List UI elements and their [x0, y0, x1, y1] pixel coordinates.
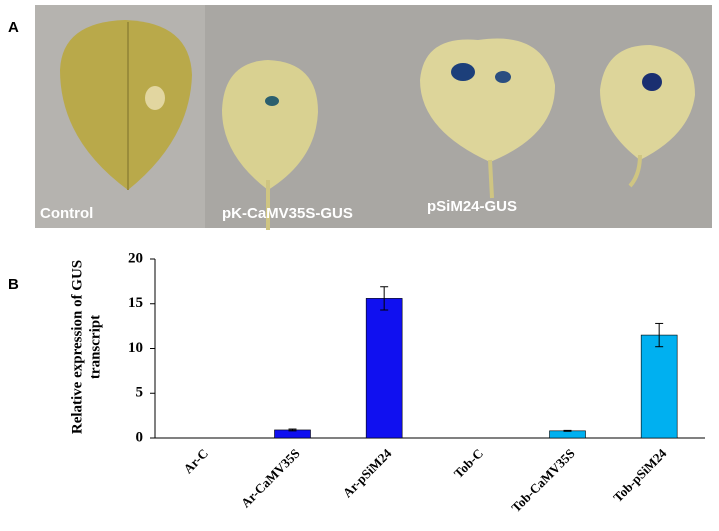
photo-label: pK-CaMV35S-GUS [222, 205, 353, 222]
y-tick-label: 5 [136, 385, 144, 401]
y-tick-label: 0 [136, 429, 144, 445]
x-tick-label: Ar-C [180, 446, 211, 477]
x-tick-label: Tob-CaMV35S [508, 446, 578, 516]
y-tick-label: 15 [128, 295, 143, 311]
x-tick-label: Ar-CaMV35S [238, 446, 303, 511]
bar [365, 298, 403, 439]
panel-label: B [8, 276, 19, 293]
bar [640, 334, 678, 439]
bar [549, 430, 586, 439]
y-tick-label: 20 [128, 250, 143, 266]
y-axis-label: transcript [87, 315, 103, 379]
y-tick-label: 10 [128, 340, 143, 356]
photo [35, 5, 712, 230]
y-axis-label: Relative expression of GUS [69, 260, 85, 434]
x-tick-label: Tob-pSiM24 [610, 445, 670, 505]
photo-label: pSiM24-GUS [427, 198, 517, 215]
panel-label: A [8, 19, 19, 36]
x-tick-label: Tob-C [451, 446, 486, 481]
x-tick-label: Ar-pSiM24 [340, 445, 395, 500]
photo-label: Control [40, 205, 93, 222]
chart: Relative expression of GUS transcript [69, 260, 103, 434]
